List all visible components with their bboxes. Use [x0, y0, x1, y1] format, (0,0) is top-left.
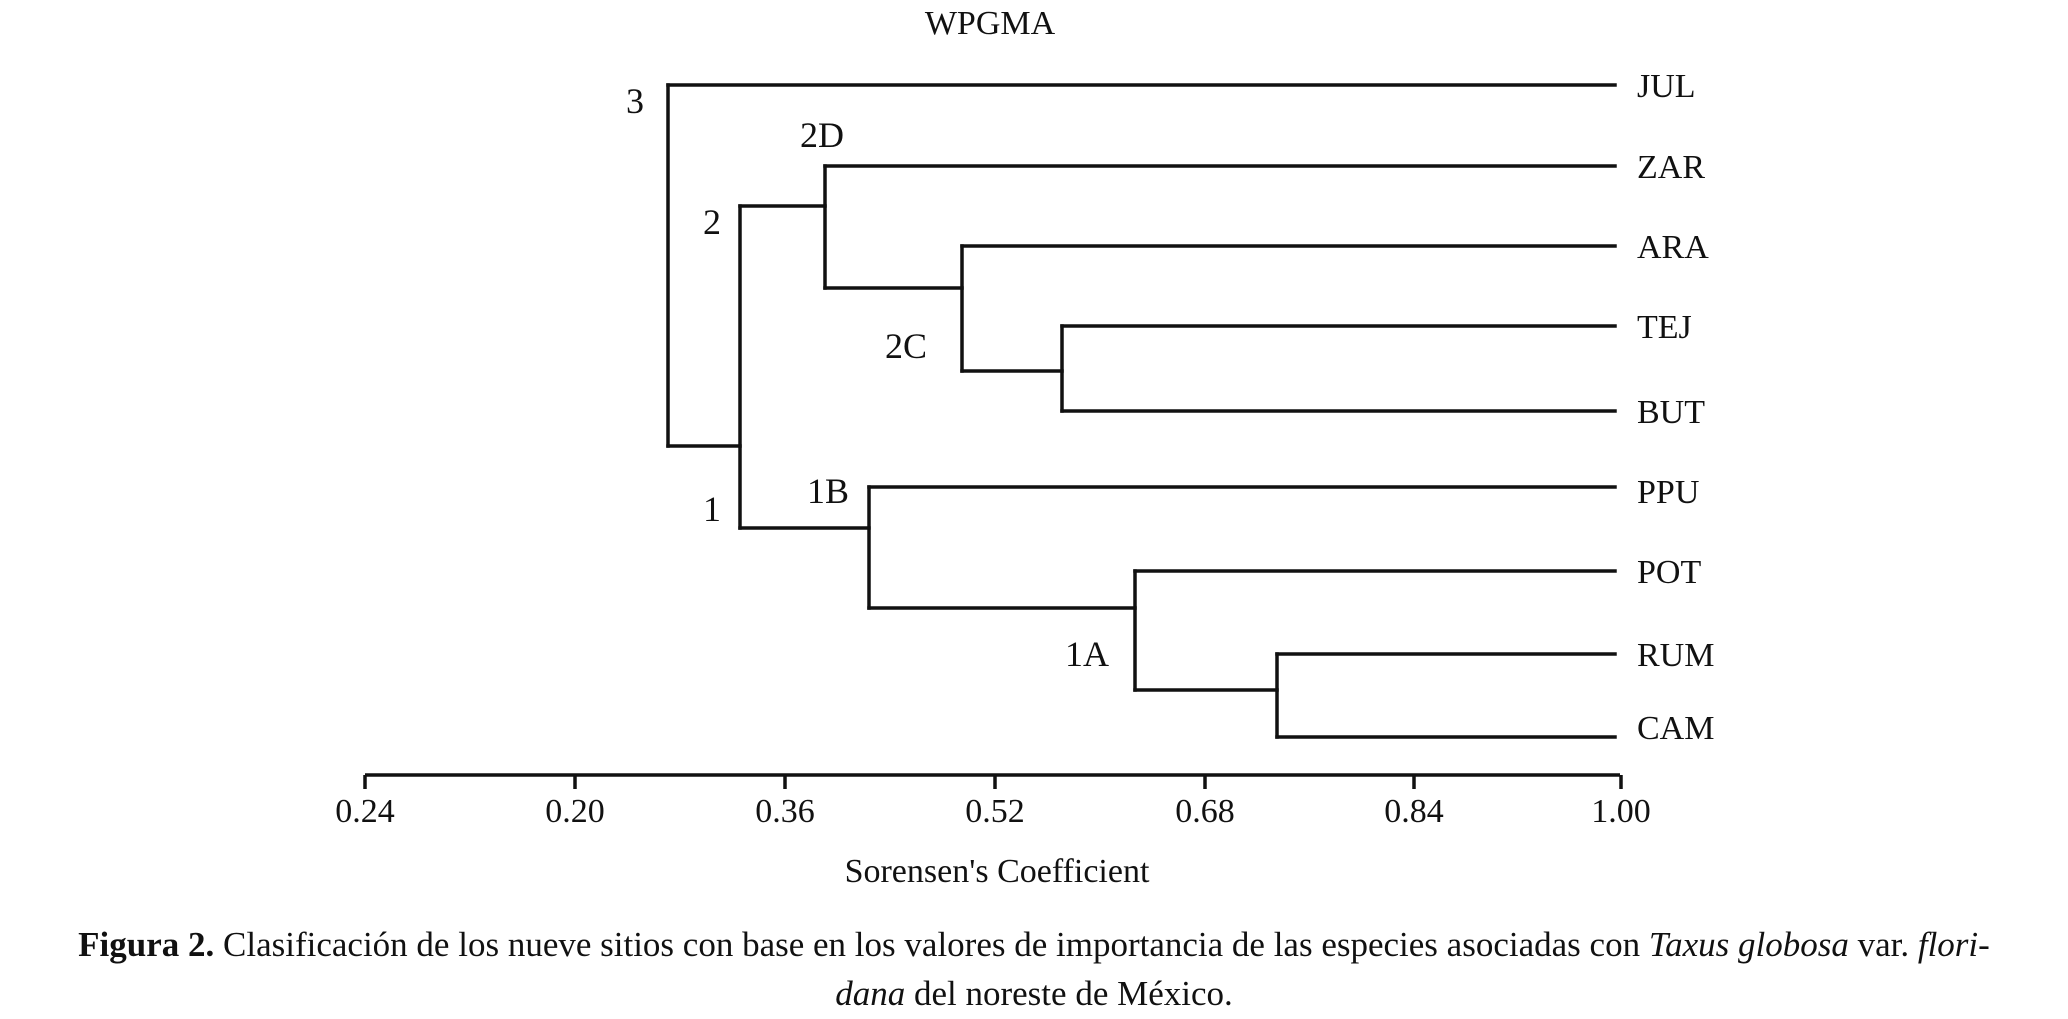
- x-tick-label: 1.00: [1591, 793, 1651, 830]
- cluster-label-2: 2: [703, 202, 721, 242]
- cluster-label-1b: 1B: [807, 471, 849, 511]
- cluster-label-1a: 1A: [1065, 634, 1109, 674]
- leaf-label-ara: ARA: [1637, 229, 1709, 266]
- cluster-label-2d: 2D: [800, 115, 844, 155]
- cluster-label-3: 3: [626, 81, 644, 121]
- leaf-label-jul: JUL: [1637, 68, 1696, 105]
- leaf-label-zar: ZAR: [1637, 149, 1705, 186]
- leaf-label-tej: TEJ: [1637, 309, 1692, 346]
- leaf-label-cam: CAM: [1637, 710, 1714, 747]
- leaf-labels: JUL ZAR ARA TEJ BUT PPU POT RUM CAM: [1637, 68, 1714, 747]
- caption-variety-2: dana: [835, 974, 906, 1013]
- x-axis-label: Sorensen's Coefficient: [845, 853, 1150, 890]
- leaf-label-ppu: PPU: [1637, 474, 1699, 511]
- x-axis-ticks: 0.24 0.20 0.36 0.52 0.68 0.84 1.00: [335, 793, 1651, 830]
- caption-text-2: var.: [1857, 925, 1910, 964]
- x-tick-label: 0.24: [335, 793, 395, 830]
- leaf-label-but: BUT: [1637, 394, 1705, 431]
- cluster-label-1: 1: [703, 489, 721, 529]
- x-tick-label: 0.68: [1175, 793, 1235, 830]
- leaf-label-pot: POT: [1637, 554, 1701, 591]
- caption-text-3: del noreste de México.: [913, 974, 1233, 1013]
- x-tick-label: 0.20: [545, 793, 605, 830]
- leaf-label-rum: RUM: [1637, 637, 1714, 674]
- caption-variety-1: flori-: [1917, 925, 1990, 964]
- x-tick-label: 0.84: [1384, 793, 1444, 830]
- cluster-labels: 3 2D 2 2C 1 1B 1A: [626, 81, 1109, 674]
- dendrogram-branches: [666, 83, 1617, 739]
- caption-text-1: Clasificación de los nueve sitios con ba…: [223, 925, 1641, 964]
- x-tick-label: 0.36: [755, 793, 815, 830]
- figure-caption: Figura 2. Clasificación de los nueve sit…: [0, 920, 2068, 1018]
- caption-label: Figura 2.: [78, 925, 215, 964]
- caption-species: Taxus globosa: [1648, 925, 1849, 964]
- x-axis: [363, 773, 1623, 789]
- cluster-label-2c: 2C: [885, 326, 927, 366]
- x-tick-label: 0.52: [965, 793, 1025, 830]
- chart-title: WPGMA: [925, 5, 1056, 42]
